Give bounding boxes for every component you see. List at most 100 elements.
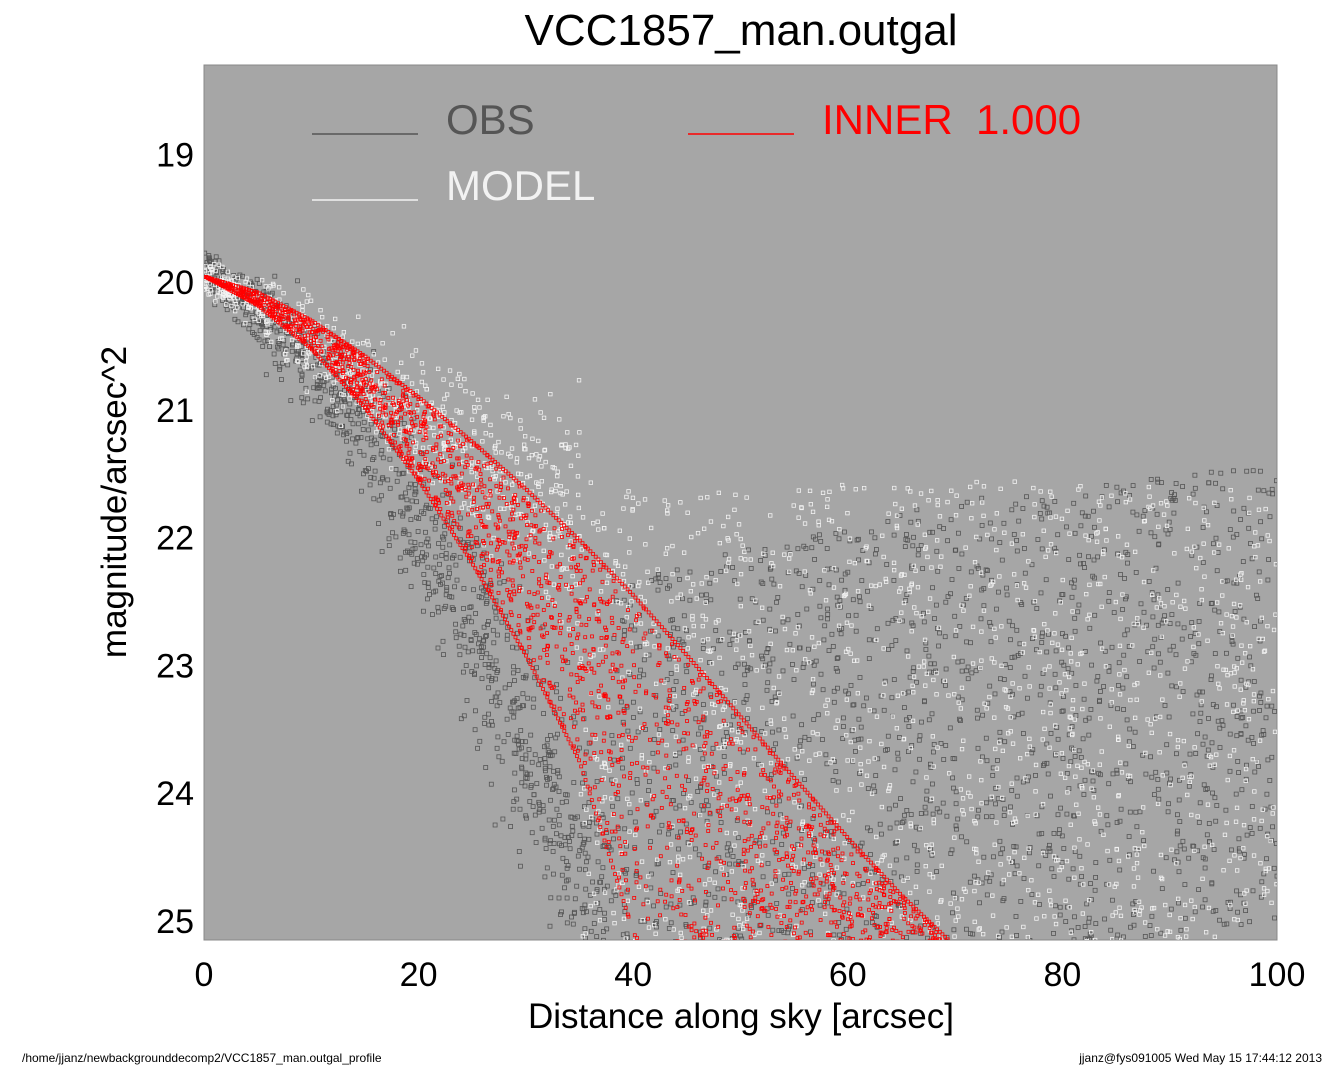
obs-point	[670, 870, 676, 875]
obs-point	[1042, 761, 1047, 767]
obs-point	[277, 364, 283, 370]
obs-point	[770, 729, 775, 735]
inner-point	[996, 988, 999, 991]
obs-point	[1053, 943, 1057, 947]
obs-point	[1039, 831, 1045, 836]
obs-point	[677, 902, 683, 908]
obs-point	[1238, 517, 1243, 522]
obs-point	[1133, 570, 1139, 575]
model-point	[1117, 941, 1121, 945]
obs-point	[646, 652, 652, 658]
obs-point	[1200, 560, 1206, 565]
obs-point	[1177, 843, 1183, 849]
obs-point	[1151, 665, 1157, 671]
obs-point	[1200, 904, 1205, 910]
obs-point	[668, 618, 674, 624]
inner-point	[914, 963, 917, 966]
obs-point	[1035, 537, 1041, 542]
obs-point	[975, 877, 981, 883]
obs-point	[1196, 820, 1202, 825]
obs-point	[841, 891, 847, 897]
model-point	[726, 945, 730, 949]
obs-point	[888, 943, 892, 947]
obs-point	[334, 430, 340, 436]
obs-point	[519, 756, 525, 761]
obs-point	[1149, 774, 1155, 780]
obs-point	[680, 737, 686, 743]
obs-point	[865, 950, 869, 954]
obs-point	[1163, 855, 1169, 861]
inner-point	[988, 980, 991, 983]
obs-point	[1141, 838, 1146, 843]
obs-point	[747, 977, 751, 981]
obs-point	[937, 809, 943, 815]
obs-point	[923, 952, 927, 956]
obs-point	[496, 754, 502, 760]
obs-point	[898, 796, 903, 801]
obs-point	[716, 855, 722, 861]
obs-point	[1224, 650, 1229, 656]
obs-point	[1089, 662, 1094, 668]
obs-point	[1169, 683, 1175, 689]
obs-point	[879, 831, 884, 837]
inner-point	[956, 965, 959, 968]
obs-point	[468, 638, 474, 643]
obs-point	[1181, 846, 1187, 852]
obs-point	[385, 477, 391, 483]
obs-point	[959, 551, 965, 557]
obs-point	[1101, 684, 1106, 689]
obs-point	[1002, 806, 1007, 812]
obs-point	[404, 497, 410, 503]
obs-point	[914, 869, 920, 874]
obs-point	[1019, 710, 1025, 716]
obs-point	[795, 546, 801, 552]
obs-point	[886, 947, 890, 951]
inner-point	[690, 947, 693, 950]
obs-point	[627, 810, 633, 816]
obs-point	[1228, 899, 1233, 905]
obs-point	[1053, 648, 1059, 654]
obs-point	[758, 579, 764, 585]
obs-point	[1231, 468, 1236, 474]
obs-point	[288, 398, 294, 404]
model-point	[612, 942, 616, 946]
obs-point	[1014, 793, 1020, 799]
obs-point	[654, 919, 659, 924]
obs-point	[386, 543, 392, 548]
obs-point	[798, 738, 803, 744]
obs-point	[519, 780, 525, 786]
obs-point	[1022, 546, 1027, 551]
obs-point	[347, 401, 353, 407]
obs-point	[811, 717, 817, 722]
model-point	[1218, 944, 1222, 948]
inner-point	[953, 967, 956, 970]
obs-point	[1121, 652, 1127, 658]
obs-point	[1095, 554, 1100, 560]
obs-point	[499, 619, 505, 625]
obs-point	[582, 836, 587, 842]
obs-point	[904, 808, 910, 813]
obs-point	[885, 733, 891, 739]
obs-point	[974, 945, 978, 949]
inner-point	[946, 985, 949, 988]
obs-point	[368, 474, 374, 480]
obs-point	[625, 942, 629, 946]
obs-point	[759, 969, 763, 973]
obs-point	[473, 611, 479, 616]
inner-point	[658, 983, 661, 986]
obs-point	[708, 597, 714, 603]
obs-point	[425, 580, 431, 586]
obs-point	[802, 777, 807, 782]
model-point	[777, 941, 781, 945]
obs-point	[1108, 703, 1114, 708]
obs-point	[1265, 757, 1271, 763]
obs-point	[1126, 644, 1132, 649]
obs-point	[760, 581, 766, 586]
obs-point	[889, 695, 895, 701]
obs-point	[801, 955, 805, 959]
obs-point	[790, 662, 795, 667]
obs-point	[594, 934, 600, 939]
obs-point	[864, 695, 869, 701]
obs-point	[403, 567, 409, 573]
obs-point	[775, 595, 781, 600]
